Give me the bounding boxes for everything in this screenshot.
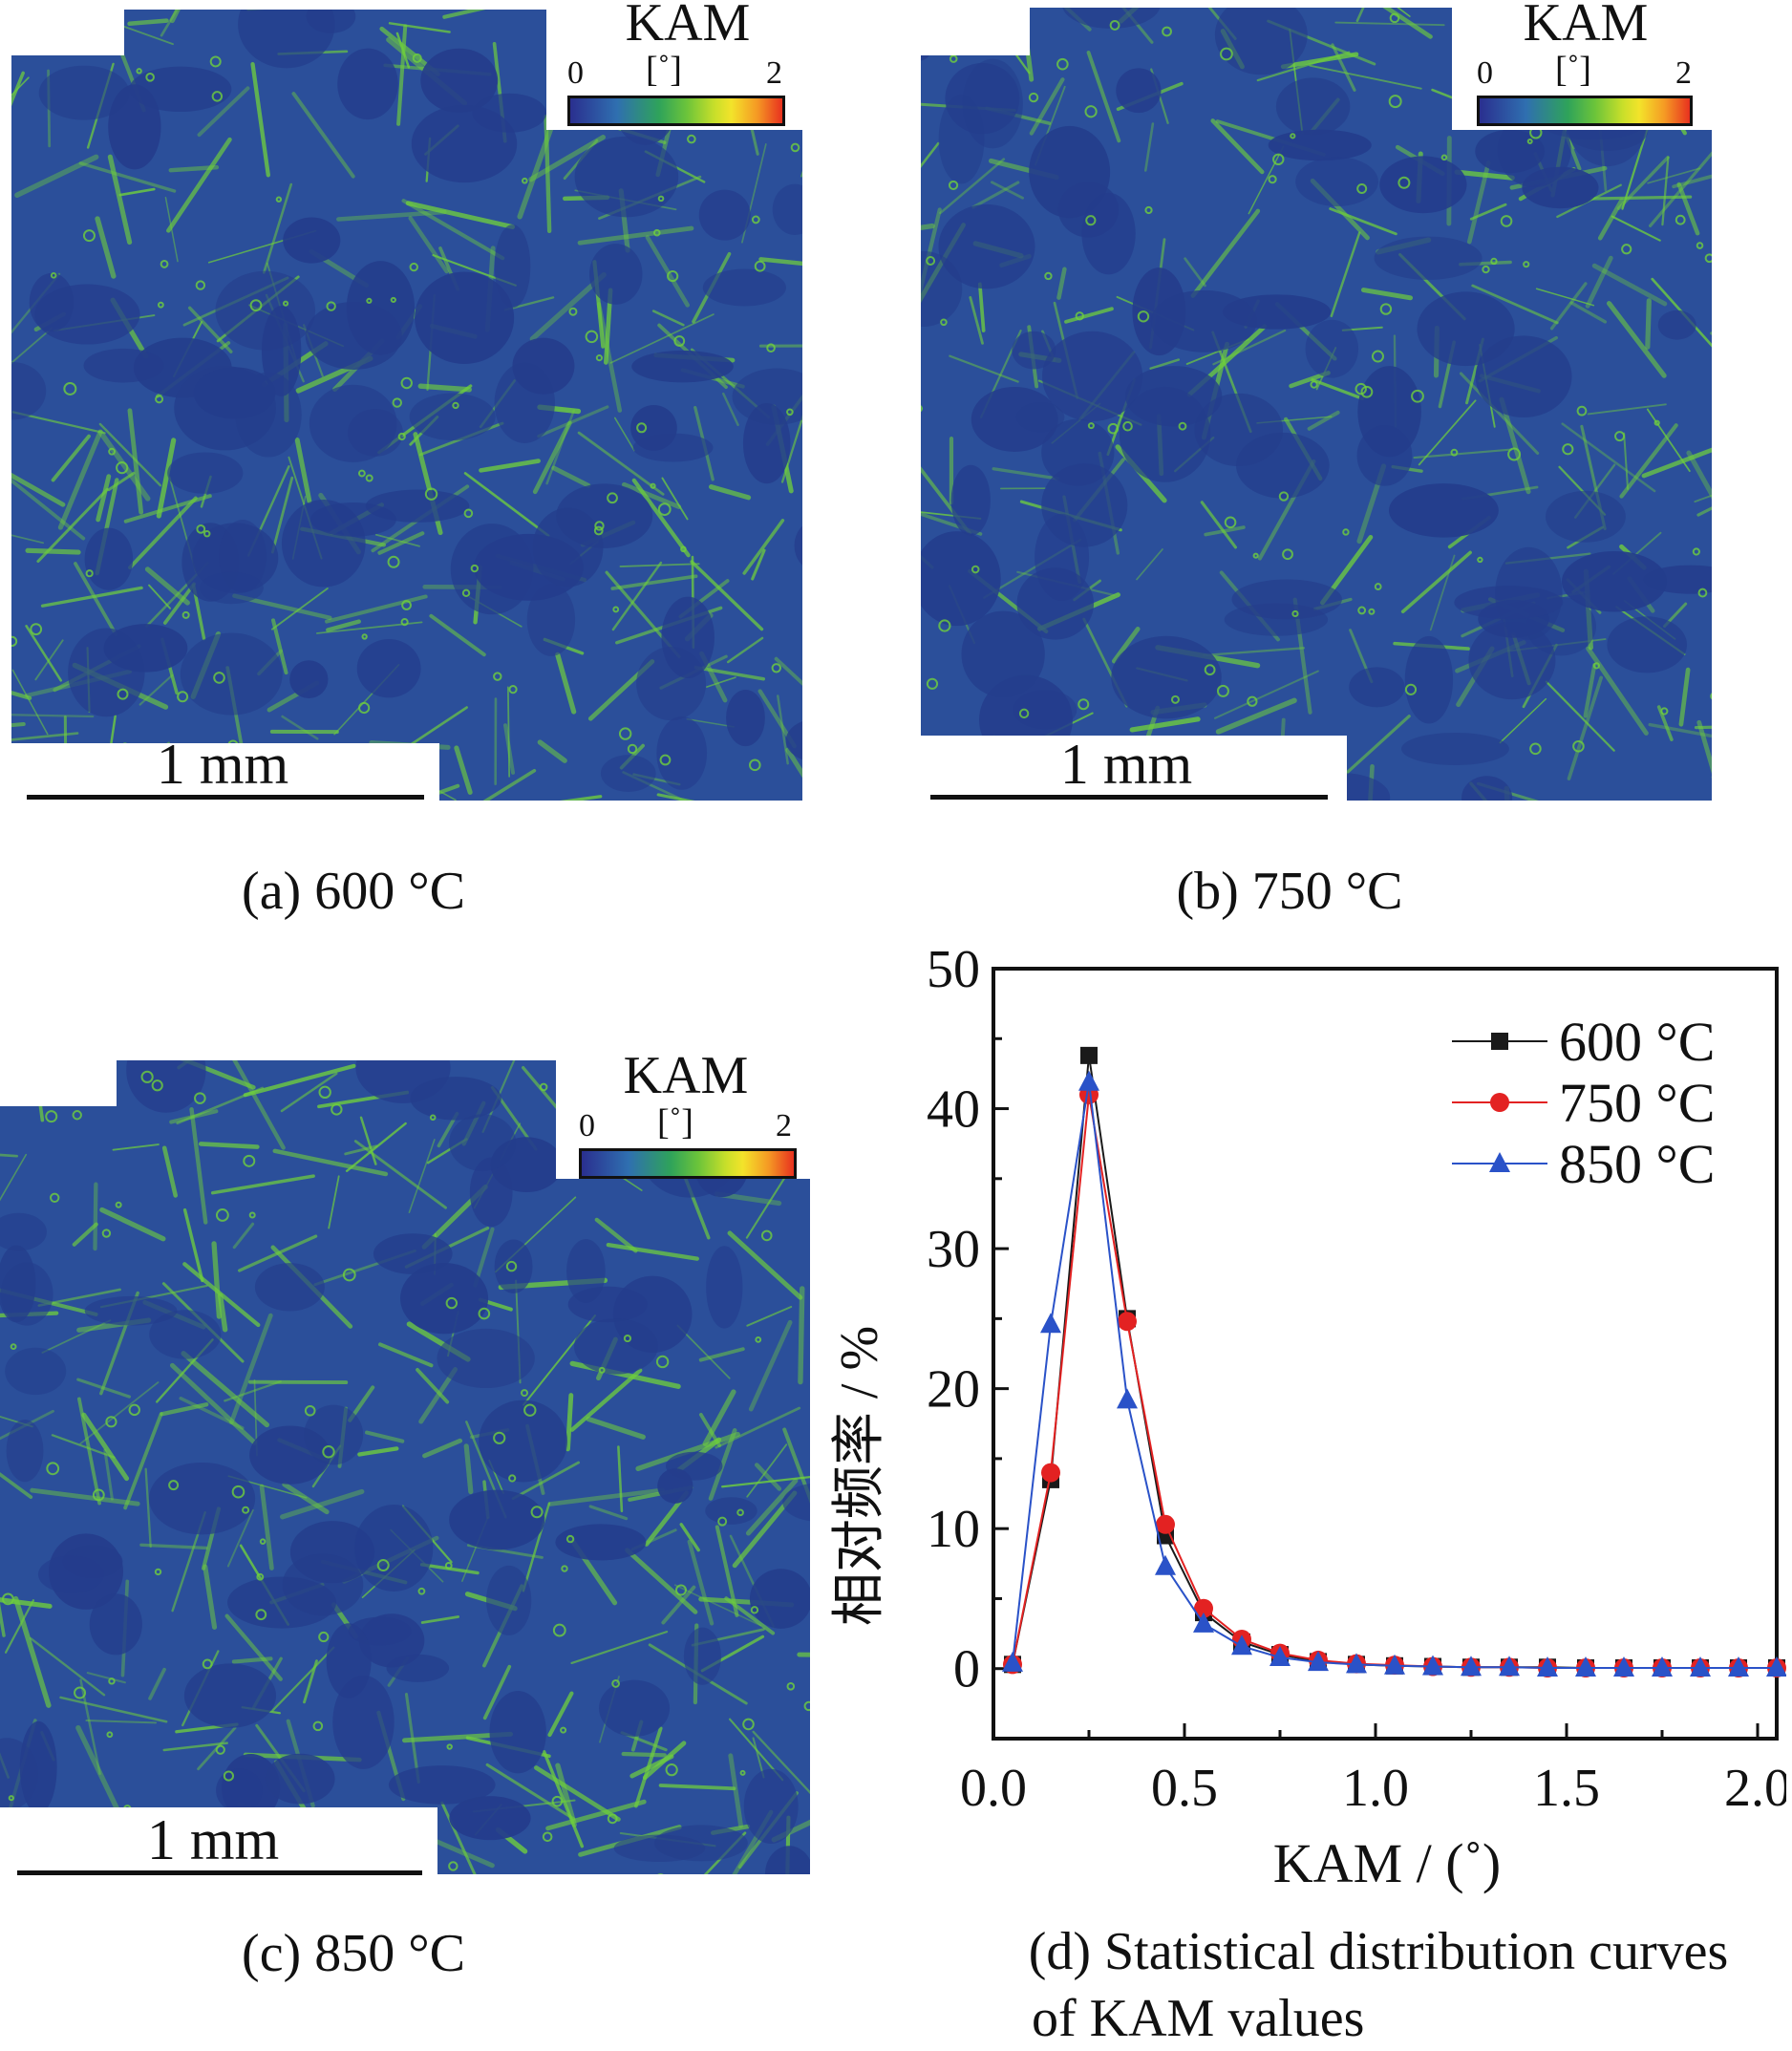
colorbar-title-b: KAM: [1471, 0, 1700, 50]
legend-marker-1: [1490, 1093, 1509, 1112]
legend-marker-0: [1491, 1033, 1508, 1050]
caption-c: (c) 850 °C: [143, 1922, 564, 1986]
colorbar-unit-b: [˚]: [1555, 52, 1591, 88]
scale-bar-label-b: 1 mm: [930, 736, 1322, 793]
kam-map-panel-c: KAM 0 [˚] 2 1 mm (c) 850 °C: [0, 1051, 821, 1987]
legend-marker-2: [1489, 1152, 1510, 1172]
colorbar-min-a: 0: [567, 57, 584, 90]
colorbar-min-b: 0: [1477, 57, 1493, 90]
y-tick-label: 50: [927, 946, 980, 999]
colorbar-title-c: KAM: [571, 1049, 800, 1102]
x-tick-label: 0.5: [1151, 1759, 1218, 1818]
kam-map-panel-a: KAM 0 [˚] 2 1 mm (a) 600 °C: [0, 0, 821, 936]
legend-label-2: 850 °C: [1559, 1133, 1715, 1195]
scale-bar-a: [27, 795, 424, 800]
caption-a: (a) 600 °C: [143, 860, 564, 924]
colorbar-c: [579, 1148, 797, 1179]
colorbar-unit-a: [˚]: [646, 52, 682, 88]
scale-bar-c: [17, 1870, 422, 1875]
legend-label-1: 750 °C: [1559, 1072, 1715, 1134]
caption-b: (b) 750 °C: [1079, 860, 1500, 924]
x-tick-label: 2.0: [1724, 1759, 1786, 1818]
scale-bar-label-c: 1 mm: [17, 1811, 409, 1869]
data-point: [1080, 1047, 1098, 1064]
colorbar-max-b: 2: [1675, 57, 1692, 90]
scale-bar-b: [930, 795, 1328, 800]
x-tick-label: 1.5: [1533, 1759, 1600, 1818]
colorbar-max-c: 2: [776, 1110, 792, 1143]
x-tick-label: 1.0: [1342, 1759, 1409, 1818]
data-point: [1041, 1463, 1060, 1483]
colorbar-title-a: KAM: [573, 0, 802, 50]
x-axis-label: KAM / (˚): [1273, 1832, 1501, 1894]
y-tick-label: 20: [927, 1360, 980, 1420]
data-point: [1155, 1555, 1176, 1575]
data-point: [1078, 1071, 1099, 1091]
data-point: [1156, 1515, 1175, 1534]
colorbar-a: [567, 96, 785, 126]
y-tick-label: 0: [953, 1640, 980, 1699]
data-point: [1118, 1312, 1137, 1331]
colorbar-max-a: 2: [766, 57, 782, 90]
data-point: [1117, 1388, 1138, 1408]
y-tick-label: 40: [927, 1080, 980, 1140]
data-point: [1040, 1313, 1061, 1333]
y-axis-label: 相对频率 / %: [830, 1326, 889, 1626]
colorbar-min-c: 0: [579, 1110, 595, 1143]
legend-label-0: 600 °C: [1559, 1011, 1715, 1073]
x-tick-label: 0.0: [960, 1759, 1027, 1818]
scale-bar-label-a: 1 mm: [27, 736, 418, 793]
caption-d-line1: (d) Statistical distribution curves: [965, 1920, 1792, 1984]
kam-map-panel-b: KAM 0 [˚] 2 1 mm (b) 750 °C: [907, 0, 1767, 936]
y-tick-label: 10: [927, 1500, 980, 1559]
y-tick-label: 30: [927, 1220, 980, 1279]
colorbar-b: [1477, 96, 1693, 126]
colorbar-unit-c: [˚]: [657, 1104, 693, 1141]
